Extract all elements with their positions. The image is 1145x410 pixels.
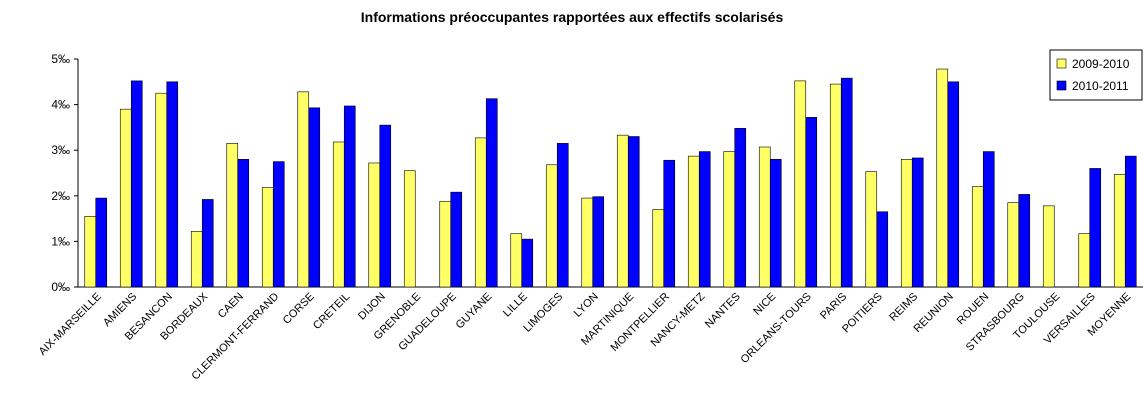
bar (379, 124, 392, 288)
bar (450, 191, 463, 288)
bar (936, 68, 949, 288)
bar (947, 81, 960, 288)
bar (201, 199, 214, 288)
bar (592, 196, 605, 288)
x-tick-label: NICE (751, 291, 778, 318)
bar (769, 159, 782, 288)
bar (1007, 202, 1020, 288)
x-tick-label: GUYANE (454, 291, 495, 332)
bar (190, 231, 203, 288)
x-tick-label: LILLE (501, 291, 530, 320)
bar (226, 143, 239, 288)
bar (439, 200, 452, 288)
bar (510, 233, 523, 288)
bar (581, 197, 594, 288)
bar (155, 92, 168, 288)
bar (1113, 174, 1126, 288)
legend-label: 2009-2010 (1072, 57, 1130, 71)
bar (521, 238, 534, 288)
bar (734, 128, 747, 288)
bar (1042, 205, 1055, 288)
bar (876, 211, 889, 288)
bar (343, 105, 356, 288)
bar (1078, 233, 1091, 288)
bar (84, 216, 97, 288)
bar (545, 164, 558, 288)
x-tick-label: CRETEIL (311, 291, 352, 332)
y-tick-label: 4‰ (51, 98, 70, 112)
bar (616, 134, 629, 288)
x-tick-label: PARIS (818, 291, 849, 322)
bar (166, 81, 179, 288)
x-tick-label: CORSE (281, 291, 317, 327)
bar (794, 80, 807, 288)
bar (663, 159, 676, 288)
x-tick-label: ORLEANS-TOURS (739, 291, 814, 366)
bar (758, 146, 771, 288)
bar (297, 91, 310, 288)
bar (829, 83, 842, 288)
bar (1089, 168, 1102, 288)
bar (840, 77, 853, 288)
bar (698, 151, 711, 288)
legend-swatch (1056, 58, 1067, 69)
bar (1018, 194, 1031, 288)
y-tick-label: 2‰ (51, 189, 70, 203)
bar (900, 159, 913, 288)
x-tick-label: NANTES (703, 291, 743, 331)
bar (865, 171, 878, 288)
bar (368, 162, 381, 288)
bar (485, 98, 498, 288)
legend-box (1049, 49, 1143, 101)
x-tick-label: REIMS (887, 291, 920, 324)
bar (308, 107, 321, 288)
bar (130, 80, 143, 288)
bar (237, 159, 250, 288)
x-tick-label: DIJON (356, 291, 388, 323)
bar (272, 161, 285, 288)
bar (627, 136, 640, 288)
bar (982, 151, 995, 288)
y-tick-label: 3‰ (51, 143, 70, 157)
bar (911, 157, 924, 288)
x-tick-label: CAEN (216, 291, 246, 321)
x-tick-label: AIX-MARSEILLE (37, 291, 104, 358)
bar (403, 170, 416, 288)
bar (971, 186, 984, 288)
bar (95, 197, 108, 288)
bar (261, 187, 274, 288)
legend-swatch (1056, 80, 1067, 91)
legend-label: 2010-2011 (1072, 79, 1129, 93)
bar (556, 143, 569, 288)
x-tick-label: LYON (572, 291, 601, 320)
bar (474, 137, 487, 288)
bar (332, 141, 345, 288)
bar (1124, 155, 1137, 288)
y-tick-label: 5‰ (51, 52, 70, 66)
bar (119, 108, 132, 288)
y-tick-label: 0‰ (51, 280, 70, 294)
bar (805, 117, 818, 288)
bar (687, 155, 700, 288)
bar (723, 151, 736, 288)
bar (652, 209, 665, 288)
x-tick-label: LIMOGES (521, 291, 565, 335)
y-tick-label: 1‰ (51, 234, 70, 248)
chart-title: Informations préoccupantes rapportées au… (361, 9, 784, 25)
